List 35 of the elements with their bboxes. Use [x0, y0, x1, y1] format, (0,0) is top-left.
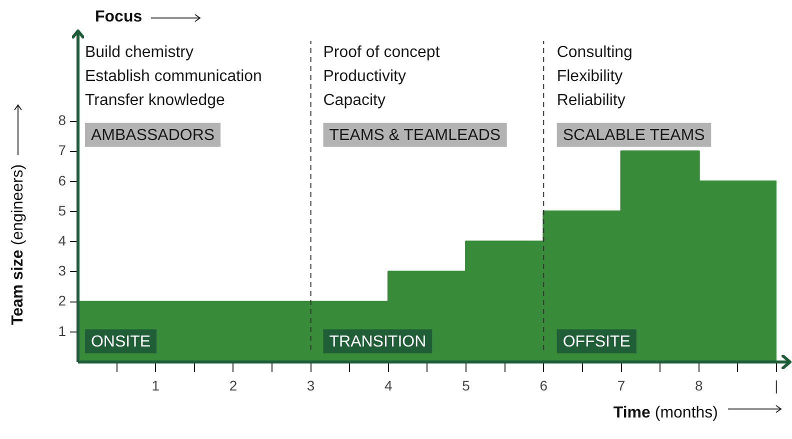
y-tick-label: 8 — [58, 112, 66, 128]
annotation: Proof of concept — [323, 44, 440, 62]
x-tick-label: 4 — [384, 377, 393, 394]
annotation: Productivity — [323, 68, 406, 86]
annotation: OFFSITE — [562, 334, 630, 351]
x-tick-label: 1 — [152, 377, 160, 394]
x-tick-label: 7 — [617, 377, 626, 394]
x-tick-label: 8 — [694, 377, 703, 394]
y-tick-label: 4 — [58, 232, 66, 248]
annotation: Build chemistry — [84, 44, 194, 62]
y-tick-label: 5 — [58, 202, 66, 218]
annotation: Transfer knowledge — [84, 92, 226, 109]
annotation: Reliability — [556, 92, 626, 109]
x-tick-label: 3 — [306, 377, 315, 394]
annotation: TRANSITION — [329, 334, 426, 351]
annotation: AMBASSADORS — [90, 127, 215, 144]
annotation: SCALABLE TEAMS — [562, 127, 705, 144]
y-tick-label: 1 — [58, 322, 66, 339]
y-axis-title: Team size (engineers) — [9, 164, 26, 325]
annotation: Establish communication — [84, 68, 262, 86]
x-tick-label: 6 — [540, 377, 548, 394]
annotation: Consulting — [556, 44, 632, 62]
annotation: Flexibility — [556, 68, 623, 86]
y-tick-label: 7 — [58, 142, 66, 158]
annotation: TEAMS & TEAMLEADS — [329, 127, 501, 144]
annotation: ONSITE — [90, 334, 151, 351]
y-tick-label: 2 — [58, 292, 66, 309]
x-axis-title: Time (months) — [613, 404, 718, 422]
x-tick-label: | — [774, 377, 778, 394]
x-tick-label: 2 — [229, 377, 238, 394]
x-tick-label: 5 — [462, 377, 470, 394]
y-tick-label: 6 — [58, 172, 66, 188]
chart-title: Focus — [95, 8, 142, 26]
annotation: Capacity — [323, 92, 386, 109]
y-tick-label: 3 — [58, 262, 66, 279]
